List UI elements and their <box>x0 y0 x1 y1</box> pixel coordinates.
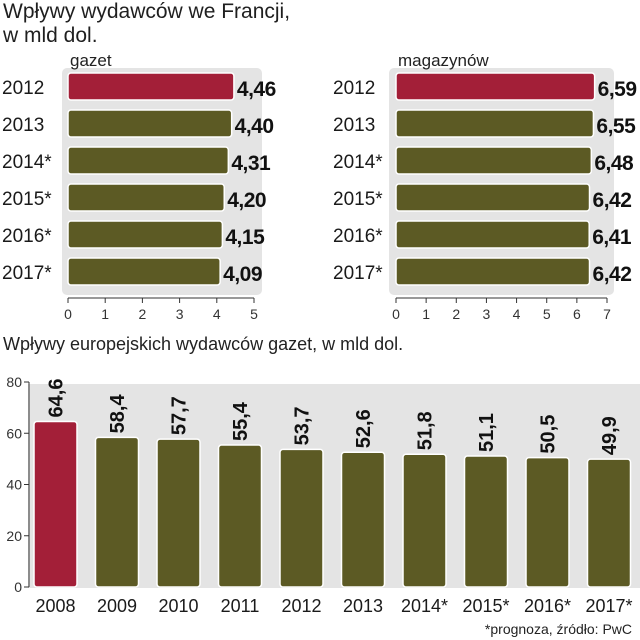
category-label-magazynow-4: 2016* <box>333 226 383 247</box>
y-tick-label-europe-4: 80 <box>6 374 22 390</box>
value-label-gazet-1: 4,40 <box>235 115 274 138</box>
category-label-europe-6: 2014* <box>401 596 448 616</box>
bar-magazynow-3 <box>395 183 591 212</box>
value-label-europe-8: 50,5 <box>538 415 560 454</box>
chart-title-europe: Wpływy europejskich wydawców gazet, w ml… <box>3 334 403 354</box>
panel-title-magazynow: magazynów <box>398 51 489 70</box>
category-label-gazet-4: 2016* <box>2 226 52 247</box>
x-tick-label-magazynow-6: 6 <box>573 306 581 322</box>
category-label-magazynow-2: 2014* <box>333 152 383 173</box>
value-label-europe-9: 49,9 <box>599 416 621 455</box>
value-label-gazet-3: 4,20 <box>227 189 266 212</box>
category-label-magazynow-0: 2012 <box>333 78 375 99</box>
bar-europe-6 <box>402 453 447 588</box>
category-label-europe-2: 2010 <box>158 596 198 616</box>
bar-europe-8 <box>525 456 570 588</box>
category-label-europe-9: 2017* <box>585 596 632 616</box>
y-tick-label-europe-1: 20 <box>6 528 22 544</box>
x-tick-label-gazet-3: 3 <box>176 306 184 322</box>
value-label-europe-3: 55,4 <box>230 401 252 441</box>
value-label-magazynow-0: 6,59 <box>598 78 637 101</box>
y-tick-label-europe-3: 60 <box>6 425 22 441</box>
bar-gazet-4 <box>67 220 224 249</box>
bar-gazet-3 <box>67 183 225 212</box>
title-line-1: Wpływy wydawców we Francji, <box>3 0 291 23</box>
category-label-europe-0: 2008 <box>35 596 75 616</box>
x-tick-label-magazynow-7: 7 <box>603 306 611 322</box>
value-label-magazynow-3: 6,42 <box>593 189 632 212</box>
page-title: Wpływy wydawców we Francji, w mld dol. <box>3 0 290 48</box>
category-label-gazet-0: 2012 <box>2 78 44 99</box>
category-label-magazynow-3: 2015* <box>333 189 383 210</box>
title-line-2: w mld dol. <box>3 24 98 47</box>
x-tick-label-magazynow-4: 4 <box>513 306 521 322</box>
panel-title-gazet: gazet <box>70 51 112 70</box>
value-label-magazynow-5: 6,42 <box>593 263 632 286</box>
category-label-europe-4: 2012 <box>281 596 321 616</box>
value-label-europe-2: 57,7 <box>169 396 191 435</box>
value-label-europe-6: 51,8 <box>415 411 437 450</box>
x-tick-label-magazynow-1: 1 <box>422 306 430 322</box>
category-label-europe-5: 2013 <box>343 596 383 616</box>
value-label-europe-7: 51,1 <box>476 413 498 452</box>
category-label-europe-8: 2016* <box>524 596 571 616</box>
y-tick-label-europe-2: 40 <box>6 477 22 493</box>
value-label-magazynow-2: 6,48 <box>594 152 634 175</box>
category-label-gazet-3: 2015* <box>2 189 52 210</box>
x-tick-label-gazet-0: 0 <box>64 306 72 322</box>
value-label-europe-4: 53,7 <box>292 406 314 445</box>
bar-gazet-0 <box>67 72 235 101</box>
bar-magazynow-0 <box>395 72 596 101</box>
bar-europe-1 <box>94 436 140 588</box>
value-label-gazet-4: 4,15 <box>225 226 265 249</box>
y-tick-label-europe-0: 0 <box>14 579 22 595</box>
x-tick-label-gazet-2: 2 <box>139 306 147 322</box>
value-label-magazynow-1: 6,55 <box>596 115 636 138</box>
x-tick-label-gazet-1: 1 <box>101 306 109 322</box>
x-tick-label-magazynow-3: 3 <box>483 306 491 322</box>
category-label-europe-3: 2011 <box>221 596 260 616</box>
category-label-gazet-1: 2013 <box>2 115 44 136</box>
bar-magazynow-1 <box>395 109 595 138</box>
bar-europe-0 <box>33 420 78 588</box>
x-tick-label-gazet-4: 4 <box>213 306 221 322</box>
bar-europe-7 <box>463 455 509 588</box>
bar-europe-2 <box>156 438 201 588</box>
value-label-europe-1: 58,4 <box>107 394 129 434</box>
value-label-europe-0: 64,6 <box>46 379 68 418</box>
bar-magazynow-4 <box>395 220 590 249</box>
value-label-gazet-5: 4,09 <box>223 263 262 286</box>
bar-gazet-1 <box>67 109 233 138</box>
value-label-gazet-2: 4,31 <box>231 152 271 175</box>
bar-europe-9 <box>586 458 632 588</box>
bar-gazet-2 <box>67 146 230 175</box>
value-label-magazynow-4: 6,41 <box>592 226 632 249</box>
category-label-europe-1: 2009 <box>97 596 137 616</box>
category-label-europe-7: 2015* <box>462 596 509 616</box>
category-label-magazynow-1: 2013 <box>333 115 375 136</box>
x-tick-label-magazynow-2: 2 <box>452 306 460 322</box>
bar-europe-5 <box>340 451 386 588</box>
x-tick-label-magazynow-0: 0 <box>392 306 400 322</box>
bar-magazynow-2 <box>395 146 593 175</box>
x-tick-label-magazynow-5: 5 <box>543 306 551 322</box>
value-label-gazet-0: 4,46 <box>237 78 276 101</box>
category-label-gazet-2: 2014* <box>2 152 52 173</box>
category-label-gazet-5: 2017* <box>2 263 52 284</box>
category-label-magazynow-5: 2017* <box>333 263 383 284</box>
bar-europe-3 <box>217 444 263 588</box>
bar-magazynow-5 <box>395 257 591 286</box>
bar-europe-4 <box>279 448 324 588</box>
bar-gazet-5 <box>67 257 221 286</box>
value-label-europe-5: 52,6 <box>353 409 375 448</box>
x-tick-label-gazet-5: 5 <box>250 306 258 322</box>
footnote: *prognoza, źródło: PwC <box>484 621 632 637</box>
